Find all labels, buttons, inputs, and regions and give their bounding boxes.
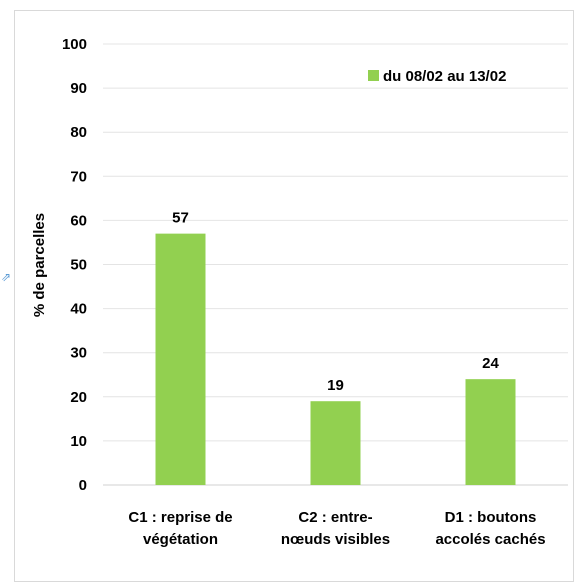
data-labels: 57 19 24 [172, 210, 499, 395]
bars [155, 233, 516, 485]
legend-label: du 08/02 au 13/02 [383, 68, 506, 85]
arrow-icon: ⇗ [1, 270, 12, 284]
legend-swatch [368, 70, 379, 81]
y-tick-label: 30 [70, 345, 87, 362]
bar [465, 379, 516, 485]
y-tick-label: 90 [70, 80, 87, 97]
x-tick-labels: C1 : reprise de végétation C2 : entre-nœud… [128, 509, 545, 548]
x-tick-label: D1 : boutons accolés cachés [435, 509, 545, 548]
y-tick-label: 70 [70, 168, 87, 185]
y-tick-label: 20 [70, 389, 87, 406]
bar [310, 401, 361, 485]
y-tick-label: 10 [70, 433, 87, 450]
x-tick-label: C1 : reprise de végétation [128, 509, 232, 548]
chart-frame [14, 10, 574, 582]
y-tick-label: 40 [70, 301, 87, 318]
data-label: 19 [327, 377, 344, 394]
data-label: 24 [482, 355, 499, 372]
y-tick-label: 100 [62, 36, 87, 53]
bar [155, 233, 206, 485]
y-tick-label: 0 [79, 477, 87, 494]
data-label: 57 [172, 210, 189, 227]
y-tick-label: 50 [70, 257, 87, 274]
y-axis-label: % de parcelles [31, 213, 48, 317]
y-tick-labels: 0 10 20 30 40 50 60 70 80 90 100 [62, 36, 87, 494]
x-tick-label: C2 : entre-nœuds visibles [281, 509, 390, 548]
y-tick-label: 60 [70, 212, 87, 229]
y-tick-label: 80 [70, 124, 87, 141]
legend: du 08/02 au 13/02 [368, 68, 506, 85]
